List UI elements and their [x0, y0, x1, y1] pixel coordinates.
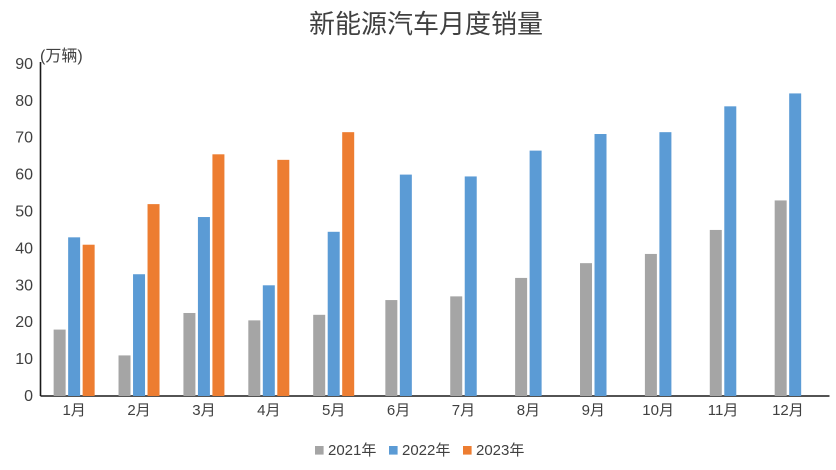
svg-text:30: 30	[15, 277, 33, 294]
svg-text:0: 0	[24, 388, 33, 405]
svg-text:80: 80	[15, 93, 33, 110]
svg-text:9月: 9月	[582, 402, 605, 419]
svg-text:2月: 2月	[127, 402, 150, 419]
svg-text:(万辆): (万辆)	[40, 47, 83, 65]
svg-text:60: 60	[15, 167, 33, 184]
svg-text:50: 50	[15, 204, 33, 221]
svg-text:3月: 3月	[192, 402, 215, 419]
svg-text:新能源汽车月度销量: 新能源汽车月度销量	[309, 10, 543, 39]
svg-text:2023年: 2023年	[476, 442, 524, 459]
svg-text:11月: 11月	[708, 402, 739, 419]
svg-text:1月: 1月	[62, 402, 85, 419]
svg-text:10月: 10月	[642, 402, 674, 419]
svg-text:8月: 8月	[517, 402, 540, 419]
svg-text:40: 40	[15, 240, 33, 257]
svg-text:7月: 7月	[452, 402, 475, 419]
svg-text:4月: 4月	[257, 402, 280, 419]
svg-text:5月: 5月	[322, 402, 345, 419]
svg-text:12月: 12月	[772, 402, 804, 419]
svg-text:2022年: 2022年	[402, 442, 450, 459]
svg-text:90: 90	[15, 56, 33, 73]
svg-text:20: 20	[15, 314, 33, 331]
svg-text:2021年: 2021年	[328, 442, 376, 459]
svg-text:6月: 6月	[387, 402, 410, 419]
svg-text:10: 10	[15, 351, 33, 368]
svg-text:70: 70	[15, 130, 33, 147]
